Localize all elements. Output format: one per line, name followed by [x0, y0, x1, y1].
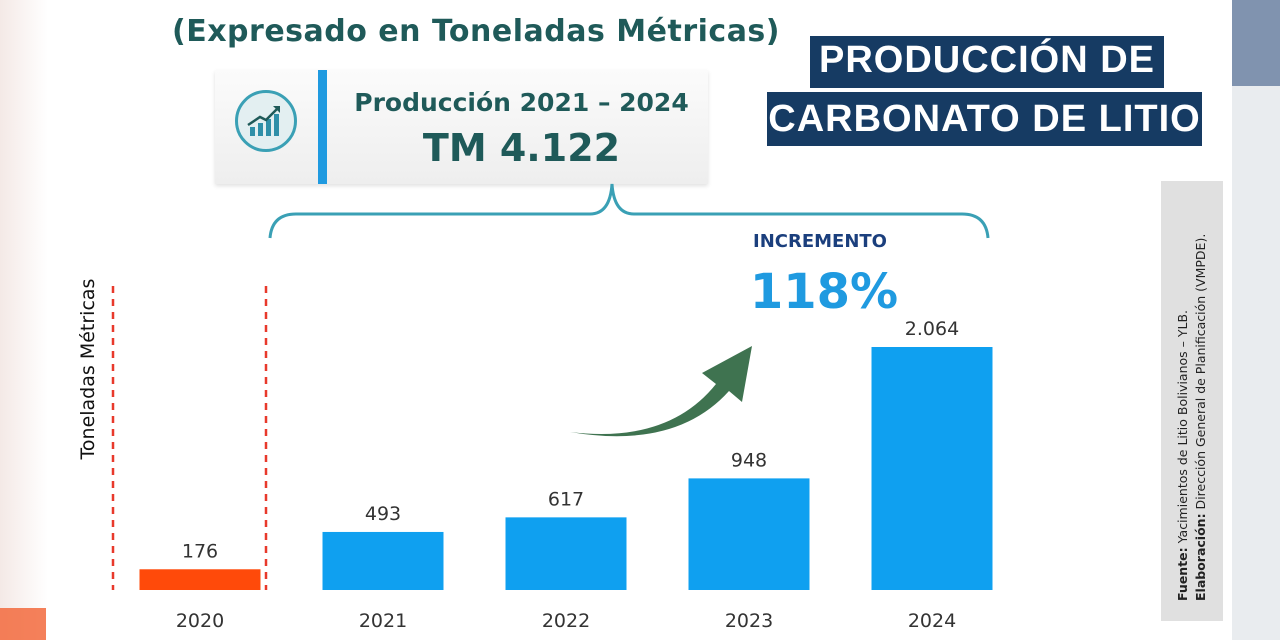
- bar-2023: [688, 478, 810, 590]
- data-label-2022: 617: [548, 488, 584, 510]
- summary-value: TM 4.122: [422, 126, 621, 170]
- source-note: Fuente: Yacimientos de Litio Bolivianos …: [1161, 181, 1223, 621]
- source-fuente-text: Yacimientos de Litio Bolivianos – YLB.: [1175, 309, 1190, 544]
- growth-chart-icon: [235, 90, 297, 152]
- x-tick-2020: 2020: [176, 610, 224, 632]
- chart-subtitle: (Expresado en Toneladas Métricas): [172, 14, 781, 49]
- summary-accent-bar: [318, 70, 327, 184]
- bar-2020: [139, 569, 261, 590]
- x-tick-2024: 2024: [908, 610, 956, 632]
- summary-box: Producción 2021 – 2024 TM 4.122: [215, 70, 708, 184]
- bar-2021: [322, 531, 444, 590]
- right-edge-background: [1232, 0, 1280, 640]
- data-label-2024: 2.064: [905, 318, 959, 340]
- bar-2024: [871, 347, 993, 590]
- source-elaboracion-label: Elaboración:: [1193, 513, 1208, 601]
- x-tick-2021: 2021: [359, 610, 407, 632]
- source-elaboracion-text: Dirección General de Planificación (VMPD…: [1193, 233, 1208, 510]
- right-edge-accent: [1232, 0, 1280, 86]
- summary-label: Producción 2021 – 2024: [354, 88, 689, 117]
- left-edge-accent: [0, 608, 46, 640]
- source-panel: [1161, 181, 1223, 621]
- x-tick-2022: 2022: [542, 610, 590, 632]
- data-label-2021: 493: [365, 503, 401, 525]
- x-tick-2023: 2023: [725, 610, 773, 632]
- source-fuente-label: Fuente:: [1175, 547, 1190, 601]
- chart-title-line2: CARBONATO DE LITIO: [767, 92, 1202, 146]
- increment-label: INCREMENTO: [753, 231, 887, 252]
- data-label-2023: 948: [731, 449, 767, 471]
- growth-arrow: [570, 346, 752, 437]
- range-bracket: [268, 183, 990, 239]
- data-label-2020: 176: [182, 540, 218, 562]
- increment-value: 118%: [749, 264, 899, 320]
- chart-title-line1: PRODUCCIÓN DE: [810, 36, 1164, 88]
- bar-2022: [505, 517, 627, 590]
- left-edge-background: [0, 0, 48, 640]
